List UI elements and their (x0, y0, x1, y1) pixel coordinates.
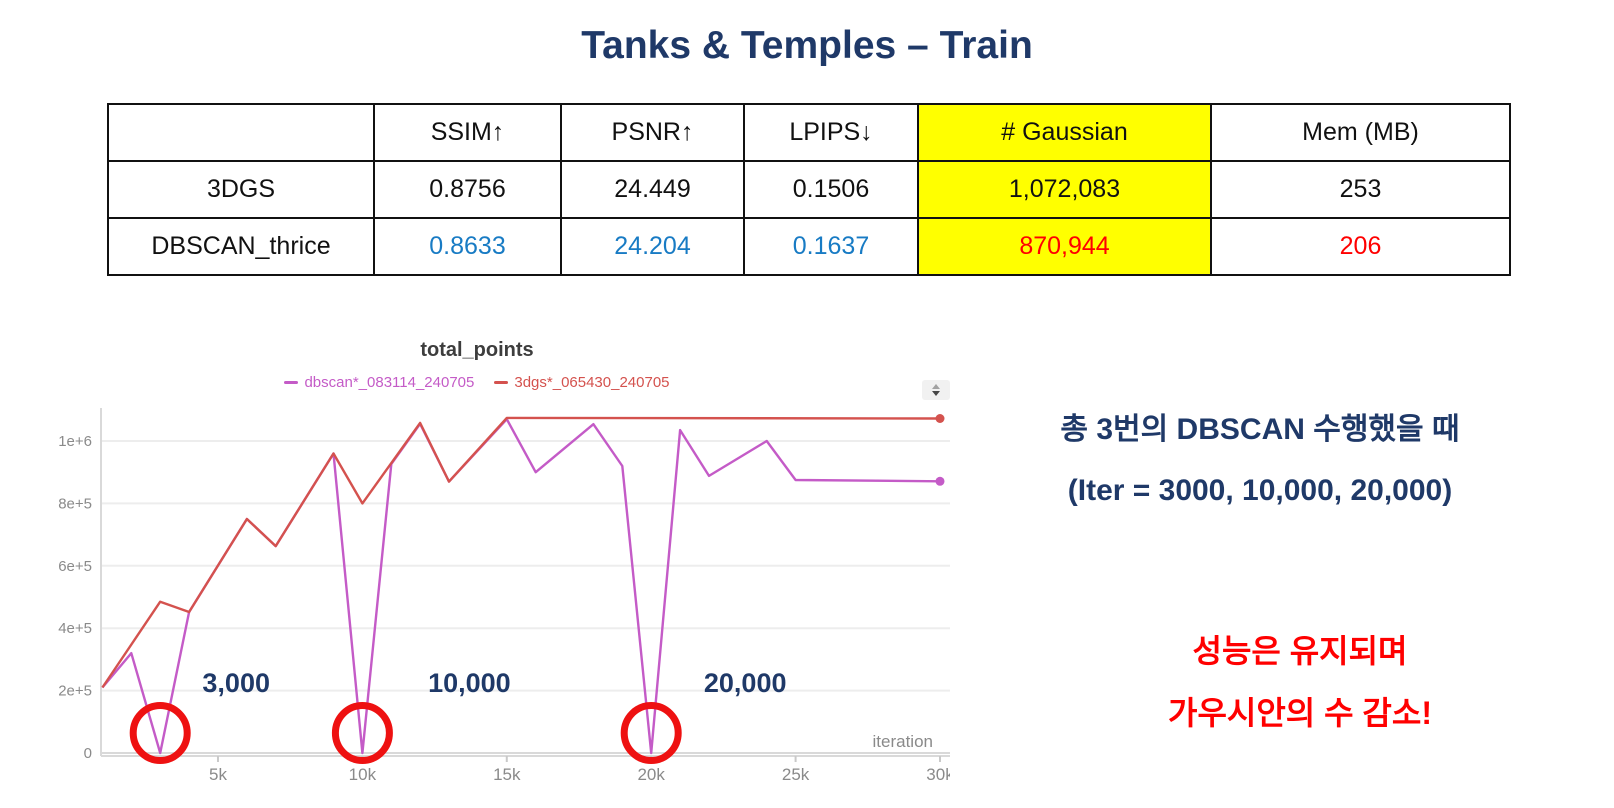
chevron-up-icon (932, 384, 940, 389)
y-tick-label: 6e+5 (58, 558, 92, 575)
cell-dbscan-psnr: 24.204 (560, 217, 745, 276)
highlight-circle (620, 702, 682, 764)
cell-3dgs-gaussian: 1,072,083 (917, 160, 1212, 219)
legend-label-dbscan: dbscan*_083114_240705 (304, 374, 475, 391)
legend-item-3dgs: 3dgs*_065430_240705 (494, 374, 670, 391)
series-end-marker (935, 414, 945, 423)
chevron-down-icon (932, 391, 940, 396)
table-header-row: SSIM↑ PSNR↑ LPIPS↓ # Gaussian Mem (MB) (107, 103, 1511, 162)
x-tick-label: 15k (493, 765, 521, 784)
y-tick-label: 1e+6 (58, 433, 92, 450)
annotation-label: 20,000 (704, 668, 787, 698)
header-psnr: PSNR↑ (560, 103, 745, 162)
header-blank (107, 103, 375, 162)
annotation-label: 3,000 (202, 668, 270, 698)
cell-dbscan-lpips: 0.1637 (743, 217, 919, 276)
x-tick-label: 30k (926, 765, 950, 784)
y-tick-label: 8e+5 (58, 495, 92, 512)
highlight-circle (129, 702, 191, 764)
header-lpips: LPIPS↓ (743, 103, 919, 162)
cell-3dgs-mem: 253 (1210, 160, 1511, 219)
series-end-marker (935, 476, 945, 486)
annotation-label: 10,000 (428, 668, 511, 698)
cell-3dgs-ssim: 0.8756 (373, 160, 562, 219)
x-tick-label: 5k (209, 765, 227, 784)
chart-legend: dbscan*_083114_240705 3dgs*_065430_24070… (0, 374, 950, 391)
x-axis-label: iteration (873, 732, 933, 751)
row-label-3dgs: 3DGS (107, 160, 375, 219)
header-ssim: SSIM↑ (373, 103, 562, 162)
x-tick-label: 25k (782, 765, 810, 784)
legend-dash-icon (284, 381, 299, 384)
y-tick-label: 2e+5 (58, 683, 92, 700)
note-performance: 성능은 유지되며 (1192, 633, 1408, 669)
y-tick-label: 0 (84, 745, 92, 762)
note-dbscan-runs: 총 3번의 DBSCAN 수행했을 때 (1060, 413, 1460, 446)
series-line (101, 416, 941, 689)
highlight-circle (331, 702, 393, 764)
note-gaussian-decrease: 가우시안의 수 감소! (1168, 695, 1432, 731)
page-title: Tanks & Temples – Train (581, 24, 1033, 67)
legend-dash-icon (494, 381, 509, 384)
cell-dbscan-mem: 206 (1210, 217, 1511, 276)
line-plot: 1e+6 8e+5 6e+5 4e+5 2e+5 0 5k 10k 15k 20k 25k 30k it… (58, 408, 950, 784)
cell-3dgs-psnr: 24.449 (560, 160, 745, 219)
table-row: 3DGS 0.8756 24.449 0.1506 1,072,083 253 (107, 160, 1511, 219)
legend-item-dbscan: dbscan*_083114_240705 (284, 374, 474, 391)
metrics-table: SSIM↑ PSNR↑ LPIPS↓ # Gaussian Mem (MB) 3… (107, 103, 1511, 276)
header-gaussian: # Gaussian (917, 103, 1212, 162)
legend-label-3dgs: 3dgs*_065430_240705 (514, 374, 670, 391)
panel-stepper-icon[interactable] (922, 380, 950, 400)
x-tick-label: 10k (349, 765, 377, 784)
total-points-chart: total_points dbscan*_083114_240705 3dgs*… (0, 330, 950, 808)
cell-3dgs-lpips: 0.1506 (743, 160, 919, 219)
cell-dbscan-ssim: 0.8633 (373, 217, 562, 276)
table-row: DBSCAN_thrice 0.8633 24.204 0.1637 870,9… (107, 217, 1511, 276)
series-line (101, 417, 941, 755)
chart-title: total_points (420, 339, 534, 361)
row-label-dbscan: DBSCAN_thrice (107, 217, 375, 276)
x-tick-label: 20k (637, 765, 665, 784)
cell-dbscan-gaussian: 870,944 (917, 217, 1212, 276)
note-iterations: (Iter = 3000, 10,000, 20,000) (1067, 474, 1453, 507)
header-mem: Mem (MB) (1210, 103, 1511, 162)
y-tick-label: 4e+5 (58, 620, 92, 637)
